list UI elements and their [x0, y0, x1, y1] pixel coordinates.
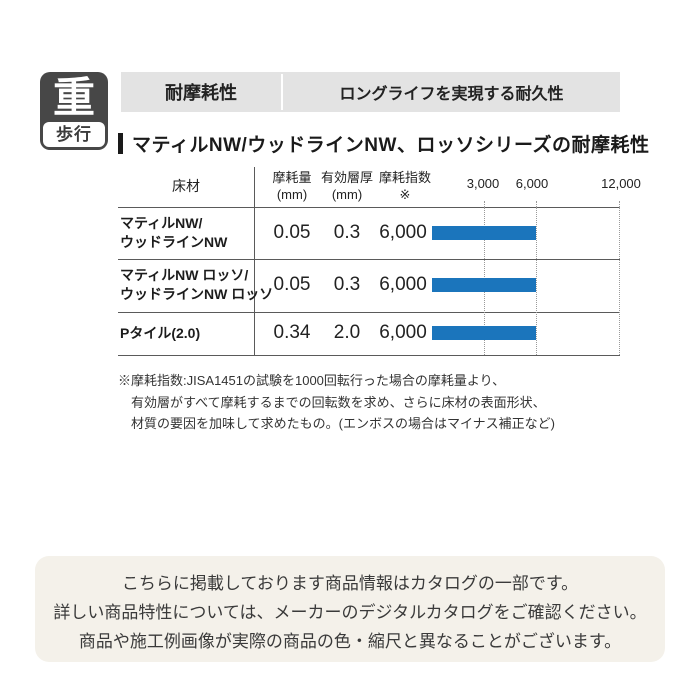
- row3-bar: [432, 326, 536, 340]
- axis-tick-3000: 3,000: [466, 176, 500, 191]
- footnote-line3: 材質の要因を加味して求めたもの。(エンボスの場合はマイナス補正など): [131, 416, 556, 431]
- notice-line2: 詳しい商品特性については、メーカーのデジタルカタログをご確認ください。: [53, 603, 647, 622]
- section-heading: マティルNW/ウッドラインNW、ロッソシリーズの耐摩耗性: [118, 130, 650, 157]
- row2-name-line1: マティルNW ロッソ/: [120, 267, 249, 283]
- wear-resistance-table: 床材 摩耗量 (mm) 有効層厚 (mm) 摩耗指数 ※ 3,000 6,000…: [118, 165, 641, 356]
- row1-index-value: 6,000: [379, 222, 427, 243]
- tick-mark-6000: [536, 201, 537, 207]
- col-header-material: 床材: [172, 178, 200, 194]
- col-header-index-line2: ※: [399, 187, 411, 202]
- catalog-notice-box: こちらに掲載しております商品情報はカタログの一部です。 詳しい商品特性については…: [35, 556, 665, 662]
- notice-line3: 商品や施工例画像が実際の商品の色・縮尺と異なることがございます。: [78, 632, 622, 651]
- col-header-layer-line2: (mm): [331, 187, 363, 202]
- axis-tick-6000: 6,000: [515, 176, 549, 191]
- row3-wear-value: 0.34: [273, 322, 311, 343]
- table-row-name: Pタイル(2.0): [120, 324, 200, 343]
- col-header-index: 摩耗指数 ※: [370, 169, 440, 203]
- row1-name-line1: マティルNW/: [120, 215, 203, 231]
- tick-mark-12000: [619, 201, 620, 207]
- row1-bar: [432, 226, 536, 240]
- table-row-name: マティルNW/ ウッドラインNW: [120, 214, 227, 252]
- row2-bar: [432, 278, 536, 292]
- notice-line1: こちらに掲載しております商品情報はカタログの一部です。: [121, 574, 579, 593]
- titlebar-divider: [281, 74, 283, 110]
- table-vertical-divider: [254, 167, 255, 355]
- table-line-row2: [118, 312, 620, 313]
- gridline-right-edge: [619, 207, 620, 355]
- heavy-kanji-icon: 重: [52, 74, 95, 121]
- table-line-header: [118, 207, 620, 208]
- row3-index-value: 6,000: [379, 322, 427, 343]
- row2-wear-value: 0.05: [273, 274, 311, 295]
- footnote-line1: ※摩耗指数:JISA1451の試験を1000回転行った場合の摩耗量より、: [118, 373, 506, 388]
- footnote: ※摩耗指数:JISA1451の試験を1000回転行った場合の摩耗量より、 有効層…: [118, 370, 608, 435]
- row3-layer-value: 2.0: [333, 322, 361, 343]
- col-header-layer: 有効層厚 (mm): [312, 169, 382, 203]
- section-title: マティルNW/ウッドラインNW、ロッソシリーズの耐摩耗性: [132, 135, 650, 156]
- tick-mark-3000: [484, 201, 485, 207]
- feature-titlebar: 耐摩耗性 ロングライフを実現する耐久性: [121, 72, 620, 112]
- row1-wear-value: 0.05: [273, 222, 311, 243]
- row2-layer-value: 0.3: [333, 274, 361, 295]
- table-line-bottom: [118, 355, 620, 356]
- row1-name-line2: ウッドラインNW: [120, 234, 228, 250]
- row2-index-value: 6,000: [379, 274, 427, 295]
- axis-tick-12000: 12,000: [601, 176, 641, 191]
- col-header-layer-line1: 有効層厚: [320, 170, 373, 185]
- col-header-wear-line2: (mm): [276, 187, 308, 202]
- row3-name-line1: Pタイル(2.0): [120, 325, 201, 341]
- table-line-row1: [118, 259, 620, 260]
- col-header-index-line1: 摩耗指数: [378, 170, 431, 185]
- gridline-6000: [536, 207, 537, 355]
- walking-label: 歩行: [43, 122, 105, 147]
- row2-name-line2: ウッドラインNW ロッソ: [120, 286, 274, 302]
- feature-name: 耐摩耗性: [165, 83, 237, 103]
- heading-accent-bar: [118, 133, 123, 154]
- row1-layer-value: 0.3: [333, 222, 361, 243]
- heavy-traffic-badge: 重 歩行: [40, 72, 108, 150]
- footnote-line2: 有効層がすべて摩耗するまでの回転数を求め、さらに床材の表面形状、: [131, 394, 546, 410]
- table-row-name: マティルNW ロッソ/ ウッドラインNW ロッソ: [120, 266, 273, 304]
- col-header-wear: 摩耗量 (mm): [257, 169, 327, 203]
- feature-tagline: ロングライフを実現する耐久性: [339, 86, 564, 103]
- col-header-wear-line1: 摩耗量: [272, 170, 312, 185]
